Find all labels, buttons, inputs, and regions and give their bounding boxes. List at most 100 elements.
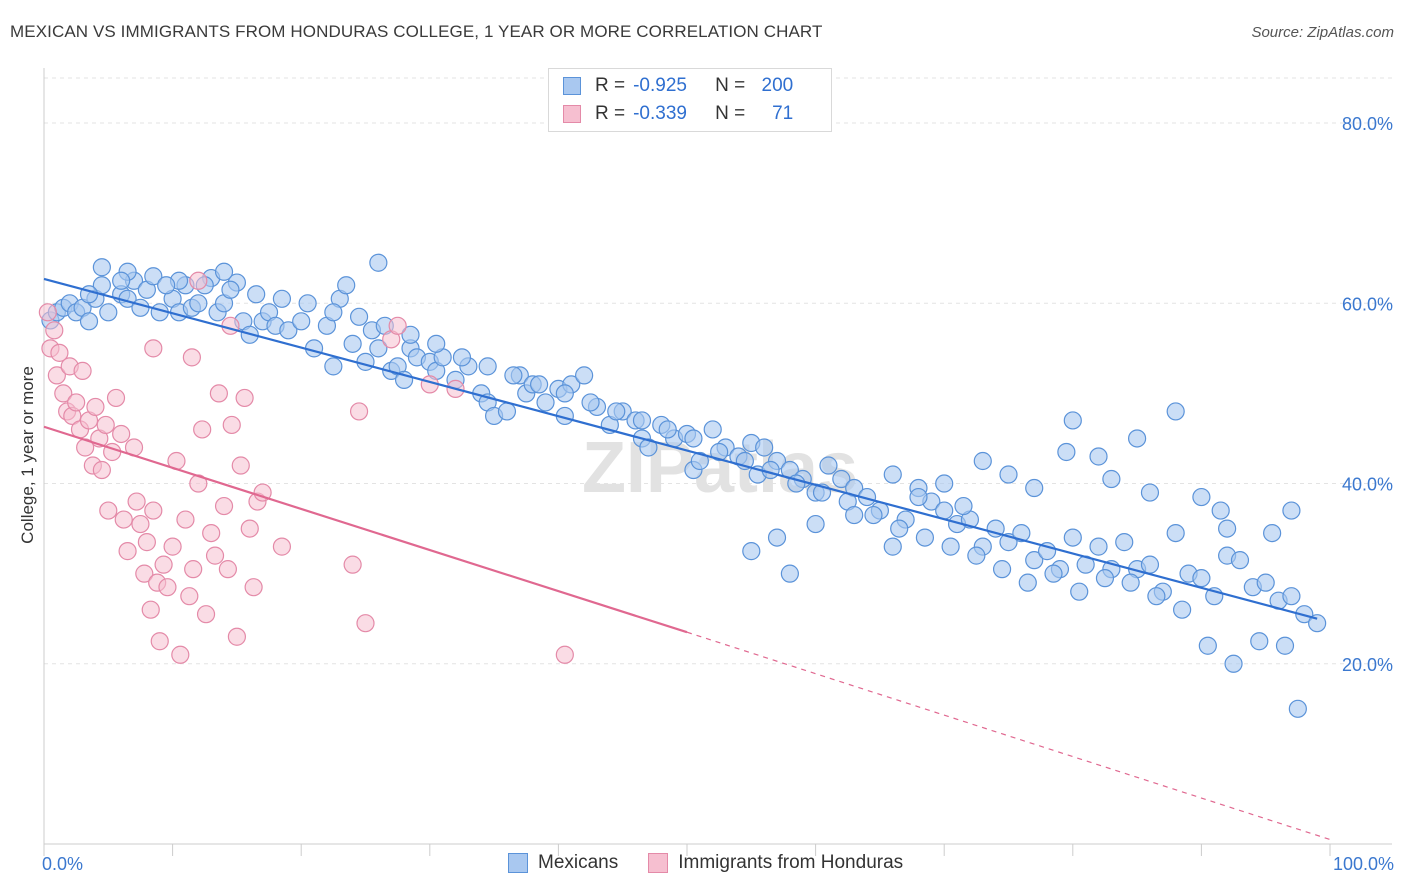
series-legend-mexicans: Mexicans bbox=[508, 852, 618, 874]
data-point-mexicans bbox=[890, 519, 909, 538]
data-point-mexicans bbox=[710, 442, 729, 462]
data-point-honduras bbox=[144, 339, 163, 358]
data-point-mexicans bbox=[1263, 523, 1282, 543]
series-swatch-blue bbox=[508, 853, 528, 873]
data-point-mexicans bbox=[1250, 632, 1269, 651]
data-point-honduras bbox=[144, 501, 163, 520]
data-point-mexicans bbox=[1282, 587, 1301, 606]
trend-line-honduras-extension bbox=[686, 631, 1331, 841]
data-point-mexicans bbox=[1275, 636, 1295, 655]
data-point-mexicans bbox=[581, 393, 600, 412]
axes bbox=[43, 68, 1392, 856]
data-point-mexicans bbox=[427, 334, 446, 353]
data-point-mexicans bbox=[356, 352, 375, 371]
data-point-mexicans bbox=[1211, 501, 1230, 520]
y-tick-label: 80.0% bbox=[1342, 114, 1393, 134]
series-legend: Mexicans Immigrants from Honduras bbox=[508, 852, 933, 874]
data-point-honduras bbox=[137, 533, 156, 552]
data-point-mexicans bbox=[1095, 569, 1115, 588]
data-point-mexicans bbox=[1166, 402, 1185, 421]
data-point-mexicans bbox=[555, 384, 574, 403]
data-point-mexicans bbox=[536, 393, 555, 412]
legend-r-label: R = bbox=[595, 75, 626, 96]
legend-r-label: R = bbox=[595, 103, 626, 124]
x-tick-label-min: 0.0% bbox=[42, 854, 83, 874]
chart-source: Source: ZipAtlas.com bbox=[1251, 24, 1394, 41]
y-tick-label: 40.0% bbox=[1342, 475, 1393, 495]
data-point-mexicans bbox=[247, 285, 266, 304]
data-point-mexicans bbox=[967, 546, 986, 565]
data-point-honduras bbox=[163, 537, 182, 556]
data-point-honduras bbox=[118, 542, 137, 561]
data-point-honduras bbox=[158, 578, 177, 597]
data-point-mexicans bbox=[401, 325, 420, 344]
data-point-mexicans bbox=[1166, 523, 1185, 543]
data-point-mexicans bbox=[1140, 483, 1160, 502]
y-tick-label: 20.0% bbox=[1342, 655, 1393, 675]
data-point-honduras bbox=[231, 456, 250, 475]
data-point-mexicans bbox=[1018, 573, 1037, 592]
legend-row-mexicans: R = -0.925 N = 200 bbox=[563, 73, 793, 99]
data-point-mexicans bbox=[632, 411, 652, 430]
data-point-mexicans bbox=[279, 321, 298, 340]
data-point-honduras bbox=[349, 402, 369, 421]
data-point-mexicans bbox=[337, 276, 356, 295]
data-point-mexicans bbox=[992, 560, 1012, 579]
data-point-mexicans bbox=[1089, 447, 1108, 466]
data-point-mexicans bbox=[941, 537, 960, 556]
data-point-honduras bbox=[92, 460, 111, 480]
data-point-mexicans bbox=[761, 460, 780, 480]
data-point-honduras bbox=[272, 537, 292, 556]
data-point-mexicans bbox=[92, 258, 111, 277]
data-point-mexicans bbox=[144, 267, 163, 286]
legend-swatch-blue bbox=[563, 77, 581, 95]
data-point-mexicans bbox=[1192, 487, 1211, 507]
data-point-mexicans bbox=[99, 303, 118, 322]
data-point-mexicans bbox=[79, 312, 99, 331]
data-point-honduras bbox=[176, 510, 195, 529]
data-point-mexicans bbox=[1224, 654, 1243, 673]
series-name-mexicans: Mexicans bbox=[538, 852, 619, 873]
data-point-mexicans bbox=[690, 451, 709, 471]
data-point-mexicans bbox=[452, 348, 472, 367]
data-point-mexicans bbox=[909, 487, 928, 507]
data-point-honduras bbox=[222, 415, 241, 435]
data-point-mexicans bbox=[607, 402, 626, 421]
data-point-honduras bbox=[214, 496, 234, 516]
data-point-honduras bbox=[244, 578, 263, 597]
honduras-points bbox=[38, 271, 574, 664]
data-point-mexicans bbox=[935, 474, 954, 493]
legend-n-label: N = bbox=[715, 75, 746, 96]
data-point-honduras bbox=[218, 560, 237, 579]
data-point-mexicans bbox=[832, 469, 851, 489]
data-point-mexicans bbox=[767, 528, 787, 547]
data-point-honduras bbox=[205, 546, 225, 565]
legend-r-value: -0.925 bbox=[633, 75, 687, 96]
data-point-honduras bbox=[189, 271, 208, 290]
data-point-mexicans bbox=[999, 465, 1018, 484]
data-point-honduras bbox=[343, 555, 362, 574]
data-point-mexicans bbox=[343, 334, 362, 353]
data-point-mexicans bbox=[973, 451, 992, 471]
data-point-mexicans bbox=[1121, 573, 1140, 592]
data-point-honduras bbox=[67, 393, 86, 412]
data-point-mexicans bbox=[703, 420, 722, 439]
data-point-honduras bbox=[112, 424, 131, 444]
data-point-mexicans bbox=[1230, 551, 1250, 570]
data-point-mexicans bbox=[883, 465, 902, 484]
data-point-honduras bbox=[99, 501, 118, 520]
data-point-honduras bbox=[171, 645, 190, 664]
data-point-mexicans bbox=[1147, 587, 1166, 606]
legend-n-value: 200 bbox=[761, 75, 794, 96]
legend-r-value: -0.339 bbox=[633, 103, 687, 124]
data-point-honduras bbox=[38, 303, 57, 322]
data-point-mexicans bbox=[1192, 569, 1211, 588]
data-point-mexicans bbox=[1102, 469, 1121, 489]
data-point-honduras bbox=[182, 348, 201, 367]
data-point-honduras bbox=[388, 316, 407, 335]
data-point-mexicans bbox=[112, 271, 131, 290]
data-point-honduras bbox=[106, 388, 126, 408]
data-point-mexicans bbox=[1282, 501, 1301, 520]
data-point-mexicans bbox=[1012, 523, 1031, 543]
